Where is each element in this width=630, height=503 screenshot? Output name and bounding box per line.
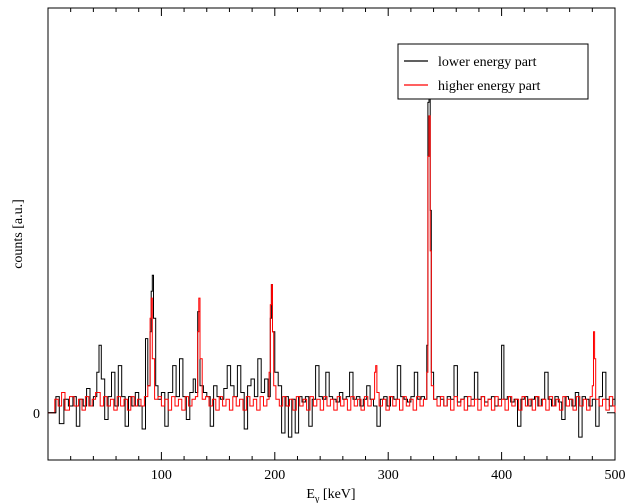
x-axis-title-subscript: γ [314, 494, 320, 503]
x-tick-label-400: 400 [491, 468, 512, 483]
x-axis-title-unit: [keV] [319, 487, 355, 502]
y-axis-ticks: 0 [33, 407, 615, 422]
legend-box [397, 43, 589, 100]
x-tick-label-100: 100 [151, 468, 172, 483]
x-tick-label-500: 500 [605, 468, 626, 483]
x-tick-label-300: 300 [378, 468, 399, 483]
legend: lower energy part higher energy part [397, 43, 589, 100]
series-line-higher-energy [48, 115, 616, 414]
x-tick-label-200: 200 [264, 468, 285, 483]
y-tick-label-0: 0 [33, 407, 40, 422]
y-axis-title: counts [a.u.] [11, 199, 26, 269]
legend-label-lower: lower energy part [438, 55, 537, 70]
data-series-group [48, 61, 616, 438]
legend-label-higher: higher energy part [438, 79, 540, 94]
x-axis-title: Eγ [keV] [306, 487, 355, 503]
x-axis-title-main: E [306, 487, 315, 502]
x-axis-ticks: 100 200 300 400 500 [47, 8, 626, 483]
